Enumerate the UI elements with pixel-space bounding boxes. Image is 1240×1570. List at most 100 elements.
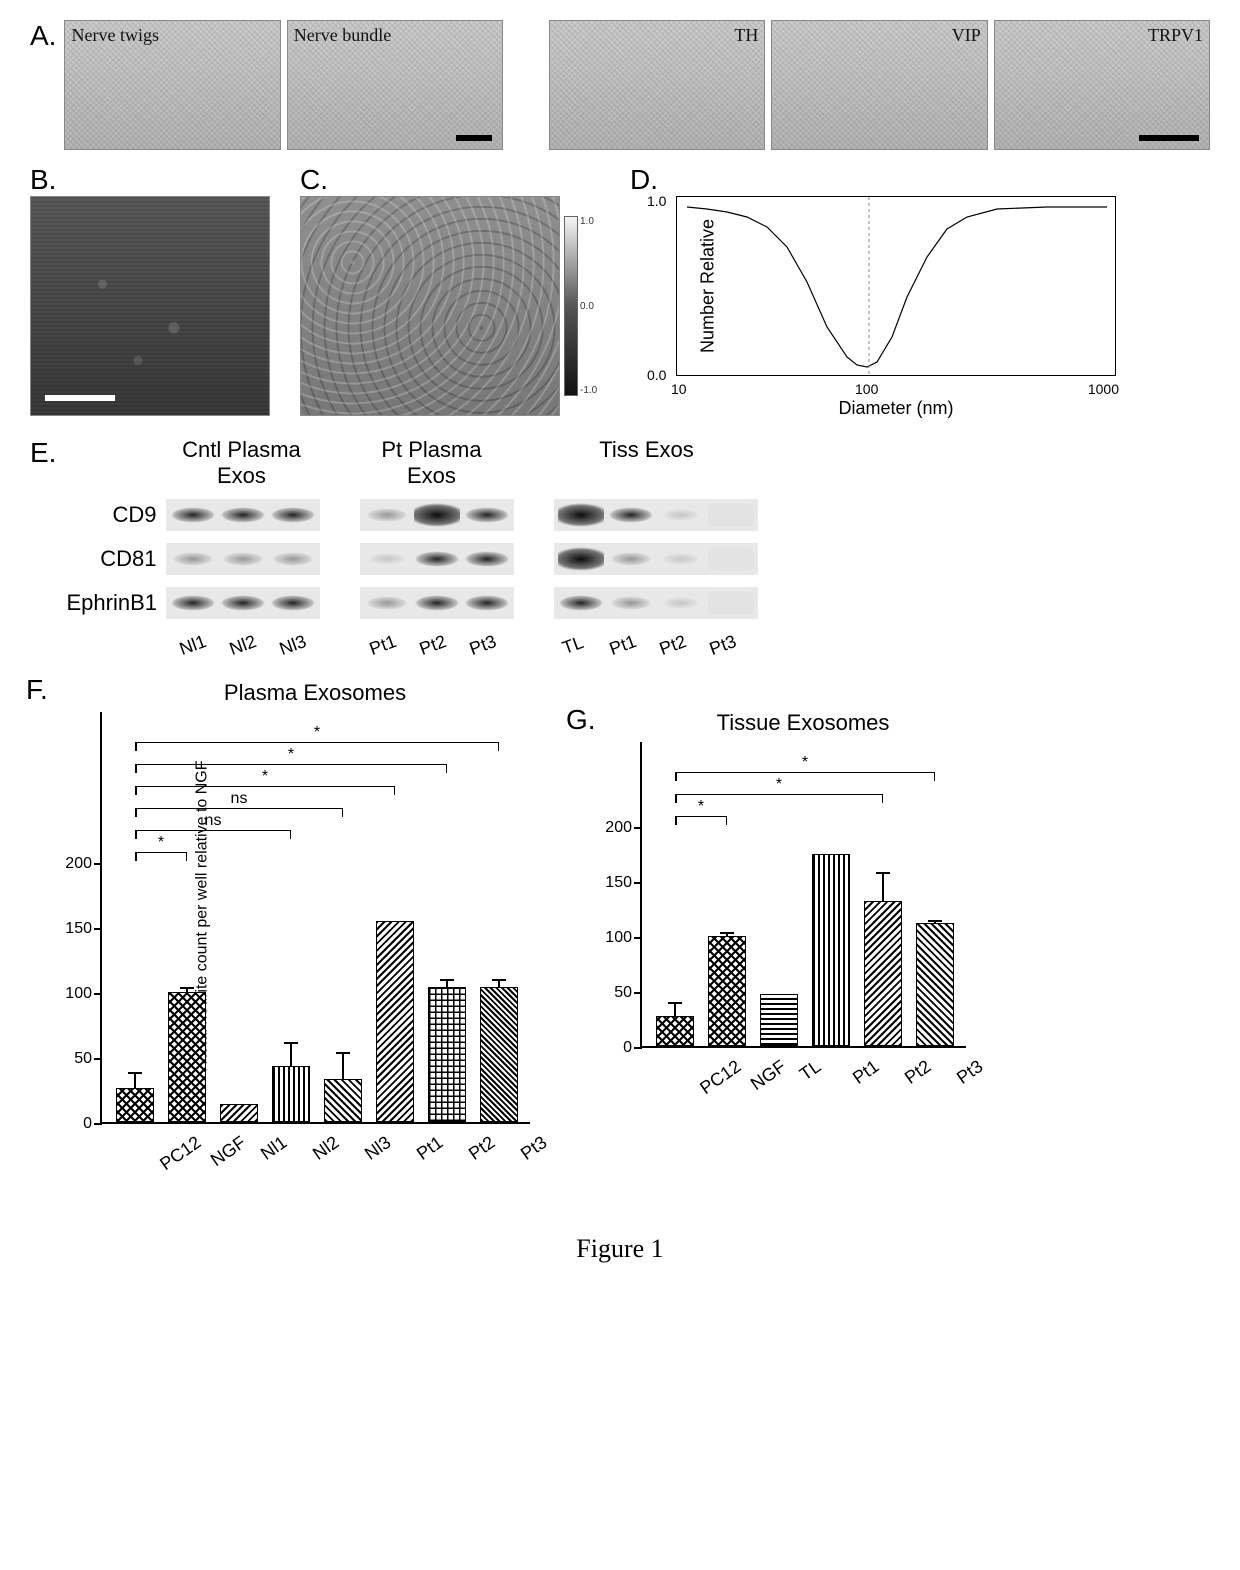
significance-label: ns [205, 812, 222, 830]
panel-a-images: Nerve twigs Nerve bundle TH VIP TRPV1 [64, 20, 1210, 150]
blot-band [658, 503, 704, 527]
lane-labels: Pt1Pt2Pt3 [356, 629, 506, 656]
blot-group-title: Tiss Exos [546, 437, 746, 489]
blot-band [220, 547, 266, 571]
panel-bcd-row: B. C. 1.0 0.0 -1.0 D. [30, 164, 1210, 419]
blot-band [558, 503, 604, 527]
y-tick-label: 200 [605, 819, 642, 837]
significance-label: ns [231, 790, 248, 808]
bar [428, 987, 466, 1122]
blot-group-title: Cntl Plasma Exos [166, 437, 316, 489]
chart-title: Tissue Exosomes [640, 710, 966, 736]
bar [760, 994, 798, 1046]
lane-label: Pt3 [698, 628, 748, 663]
significance-label: * [262, 768, 268, 786]
panel-c-label: C. [300, 164, 610, 196]
image-caption: VIP [952, 25, 981, 46]
significance-bracket [135, 742, 499, 743]
image-caption: Nerve twigs [71, 25, 158, 46]
blot-band [608, 547, 654, 571]
lane-label: Pt2 [648, 628, 698, 663]
blot-row-label: CD81 [66, 546, 156, 572]
blot-row-label: CD9 [66, 502, 156, 528]
lane-label: Pt1 [598, 628, 648, 663]
blot-band [414, 591, 460, 615]
dls-curve [677, 197, 1117, 377]
colorbar [564, 216, 578, 396]
significance-label: * [158, 834, 164, 852]
image-caption: Nerve bundle [294, 25, 391, 46]
blot-band [608, 591, 654, 615]
bar [656, 1016, 694, 1046]
blot-band [658, 547, 704, 571]
panel-d: D. Number Relative 1.0 0.0 10 100 1000 D… [630, 164, 1210, 419]
xtick-1000: 1000 [1088, 381, 1119, 397]
histology-image: TRPV1 [994, 20, 1210, 150]
y-tick-label: 0 [83, 1115, 102, 1133]
significance-bracket [135, 808, 343, 809]
blot-band [170, 547, 216, 571]
lane-labels: TLPt1Pt2Pt3 [546, 629, 746, 656]
blot-group [166, 499, 320, 531]
blot-group [554, 543, 758, 575]
bar [708, 936, 746, 1046]
panel-c: C. 1.0 0.0 -1.0 [300, 164, 610, 416]
panel-a-row: A. Nerve twigs Nerve bundle TH VIP TRPV1 [30, 20, 1210, 150]
blot-group [360, 499, 514, 531]
blot-band [220, 591, 266, 615]
dls-xlabel: Diameter (nm) [676, 398, 1116, 419]
dls-chart: Number Relative 1.0 0.0 10 100 1000 [676, 196, 1116, 376]
lane-label: Pt1 [358, 628, 408, 663]
blot-band [464, 503, 510, 527]
western-blot: Cntl Plasma ExosPt Plasma ExosTiss ExosC… [66, 437, 758, 656]
plasma-exosomes-chart: Plasma Exosomes%total neurite count per … [30, 680, 530, 1174]
blot-band [270, 591, 316, 615]
blot-band [170, 503, 216, 527]
blot-band [658, 591, 704, 615]
y-tick-label: 50 [614, 984, 642, 1002]
significance-bracket [135, 830, 291, 831]
tissue-exosomes-chart: Tissue Exosomes 050100150200PC12NGFTLPt1P… [570, 710, 966, 1098]
em-micrograph [30, 196, 270, 416]
histology-image: Nerve twigs [64, 20, 280, 150]
bar [916, 923, 954, 1046]
blot-group [360, 587, 514, 619]
panel-d-label: D. [630, 164, 1210, 196]
blot-group [166, 587, 320, 619]
figure-1: A. Nerve twigs Nerve bundle TH VIP TRPV1 B. … [30, 20, 1210, 1264]
blot-group [554, 587, 758, 619]
significance-label: * [314, 724, 320, 742]
y-tick-label: 50 [74, 1050, 102, 1068]
bar [116, 1088, 154, 1122]
blot-row-label: EphrinB1 [66, 590, 156, 616]
significance-bracket [675, 816, 727, 817]
significance-bracket [135, 786, 395, 787]
figure-caption: Figure 1 [30, 1234, 1210, 1264]
panel-fg-row: F. Plasma Exosomes%total neurite count p… [30, 680, 1210, 1174]
panel-b-label: B. [30, 164, 280, 196]
ytick-1: 1.0 [647, 193, 666, 209]
blot-band [414, 503, 460, 527]
bar [220, 1104, 258, 1122]
blot-group [360, 543, 514, 575]
panel-b: B. [30, 164, 280, 416]
scalebar-icon [45, 395, 115, 401]
blot-band [708, 547, 754, 571]
colorbar-mid: 0.0 [580, 301, 597, 312]
plot-area: 050100150200PC12NGFTLPt1Pt2Pt3*** [640, 742, 966, 1048]
blot-band [170, 591, 216, 615]
blot-band [364, 547, 410, 571]
bar [168, 992, 206, 1122]
blot-band [464, 591, 510, 615]
lane-label: Nl3 [268, 628, 318, 663]
y-tick-label: 200 [65, 855, 102, 873]
image-caption: TRPV1 [1148, 25, 1203, 46]
significance-label: * [776, 776, 782, 794]
image-caption: TH [734, 25, 758, 46]
xtick-100: 100 [855, 381, 878, 397]
blot-band [558, 591, 604, 615]
panel-a-label: A. [30, 20, 56, 52]
blot-band [708, 591, 754, 615]
panel-g: G. Tissue Exosomes050100150200PC12NGFTLP… [570, 710, 966, 1098]
y-tick-label: 100 [65, 985, 102, 1003]
